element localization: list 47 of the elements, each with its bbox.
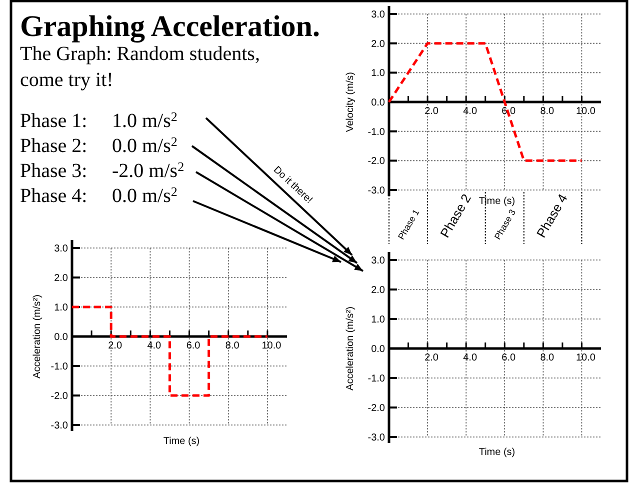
y-tick-label: -1.0 [368,126,386,138]
x-axis-title: Time (s) [478,196,516,207]
x-tick-label: 10.0 [576,106,596,117]
x-tick-label: 2.0 [108,340,122,352]
y-tick-label: -2.0 [50,391,68,402]
text: Phase 3: -2.0 m/s$^{2}$ [20,159,184,182]
y-tick-label: 1.0 [371,68,386,80]
y-tick-label: -2.0 [368,156,386,168]
y-tick-label: -1.0 [368,374,386,384]
y-tick-label: 1.0 [371,314,386,326]
x-tick-label: 8.0 [540,106,555,117]
y-tick-label: 2.0 [371,285,386,296]
text: Graphing Acceleration. [20,10,320,43]
text: The Graph: Random students, come try it! [20,43,260,91]
x-axis-title: Time (s) [478,447,516,458]
text: Phase 2: 0.0 m/s$^{2}$ [20,134,178,157]
y-tick-label: 1.0 [54,302,68,314]
y-tick-label: -2.0 [368,403,386,414]
y-axis-title: Velocity (m/s) [345,72,356,132]
y-tick-label: -3.0 [50,420,68,432]
y-tick-label: 3.0 [371,10,386,20]
x-tick-label: 2.0 [424,352,439,364]
y-tick-label: -3.0 [368,432,386,444]
y-tick-label: 0.0 [371,344,386,355]
y-tick-label: 3.0 [54,244,68,254]
x-tick-label: 10.0 [262,340,282,352]
y-axis-title: Acceleration (m/s²) [32,294,43,378]
y-axis-title: Acceleration (m/s²) [345,306,356,390]
x-tick-label: 4.0 [463,352,478,364]
y-tick-label: 2.0 [371,38,386,50]
x-tick-label: 8.0 [540,352,555,364]
y-tick-label: -3.0 [368,186,386,196]
y-tick-label: 3.0 [371,256,386,266]
x-tick-label: 6.0 [502,352,516,364]
y-tick-label: -1.0 [50,362,68,372]
x-tick-label: 4.0 [463,106,478,117]
x-tick-label: 2.0 [424,106,439,117]
y-tick-label: 0.0 [371,98,386,108]
x-tick-label: 8.0 [225,340,240,352]
x-tick-label: 4.0 [147,340,162,352]
y-tick-label: 2.0 [54,273,68,284]
x-tick-label: 6.0 [186,340,201,352]
text: Phase 4: 0.0 m/s$^{2}$ [20,184,178,207]
text: Phase 1: 1.0 m/s$^{2}$ [20,109,178,132]
x-axis-title: Time (s) [163,436,200,447]
x-tick-label: 10.0 [576,352,596,364]
y-tick-label: 0.0 [54,332,68,343]
